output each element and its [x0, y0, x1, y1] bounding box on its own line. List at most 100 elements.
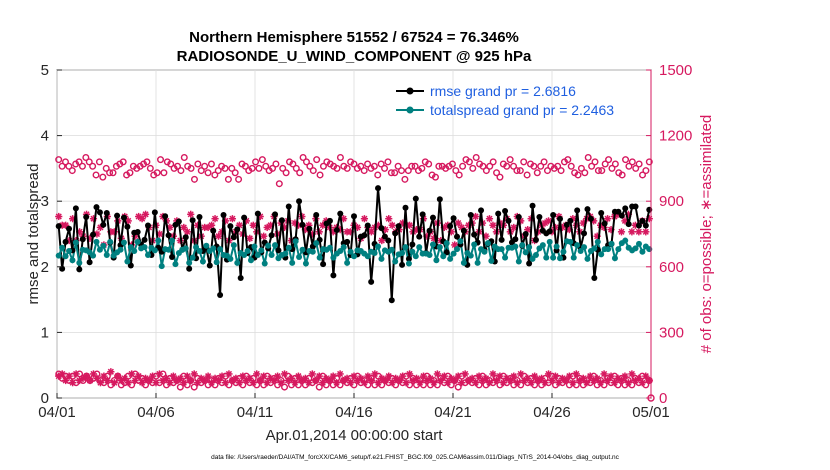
assimilated-count-marker	[489, 370, 497, 378]
possible-count-marker	[61, 158, 69, 166]
assimilated-count-marker	[187, 210, 195, 218]
possible-count-marker	[479, 162, 487, 170]
rmse-point	[237, 274, 244, 281]
assimilated-count-marker	[204, 372, 212, 380]
rmse-point	[364, 222, 371, 229]
legend-rmse-text: rmse grand pr = 2.6816	[430, 83, 576, 99]
possible-count-marker	[190, 175, 198, 183]
rmse-point	[134, 229, 141, 236]
y2-tick-label: 600	[659, 259, 684, 276]
assimilated-count-marker	[211, 215, 219, 223]
assimilated-count-marker	[367, 376, 375, 385]
possible-count-marker	[394, 162, 402, 170]
rmse-point	[567, 217, 574, 224]
possible-count-marker	[377, 160, 385, 168]
possible-count-marker	[493, 169, 501, 177]
y-tick-label: 5	[41, 62, 49, 79]
rmse-point	[450, 215, 457, 222]
possible-count-marker	[204, 169, 212, 177]
assimilated-count-marker	[117, 376, 125, 385]
possible-count-marker	[472, 153, 480, 161]
totalspread-point	[254, 251, 261, 258]
possible-count-marker	[255, 164, 263, 172]
possible-count-marker	[591, 158, 599, 166]
totalspread-point	[429, 241, 436, 248]
x-tick-label: 04/11	[237, 404, 273, 421]
assimilated-count-marker	[329, 372, 337, 380]
totalspread-point	[213, 259, 220, 266]
totalspread-point	[241, 251, 248, 258]
possible-count-marker	[391, 169, 399, 177]
assimilated-count-marker	[510, 372, 518, 380]
totalspread-point	[584, 255, 591, 262]
possible-count-marker	[282, 169, 290, 177]
possible-count-marker	[75, 158, 83, 166]
assimilated-count-marker	[645, 376, 653, 385]
possible-count-marker	[635, 160, 643, 168]
assimilated-count-marker	[260, 232, 268, 240]
possible-count-marker	[167, 160, 175, 168]
possible-count-marker	[639, 171, 647, 179]
x-axis: 04/01 04/06 04/11 04/16 04/21 04/26 05/01	[38, 393, 670, 421]
assimilated-count-marker	[600, 370, 608, 378]
rmse-point	[392, 230, 399, 237]
totalspread-point	[471, 241, 478, 248]
totalspread-point	[155, 237, 162, 244]
totalspread-point	[474, 259, 481, 266]
rmse-point	[326, 217, 333, 224]
assimilated-count-marker	[416, 379, 424, 387]
totalspread-point	[560, 248, 567, 255]
totalspread-point	[244, 248, 251, 255]
possible-count-marker	[387, 169, 395, 177]
totalspread-point	[378, 255, 385, 262]
possible-count-marker	[157, 156, 165, 164]
possible-count-marker	[601, 160, 609, 168]
legend-rmse-marker	[406, 87, 414, 95]
totalspread-point	[502, 254, 509, 261]
rmse-point	[416, 233, 423, 240]
x-tick-label: 04/21	[434, 404, 472, 421]
possible-count-marker	[622, 156, 630, 164]
rmse-point	[402, 204, 409, 211]
totalspread-point	[186, 259, 193, 266]
possible-count-marker	[567, 162, 575, 170]
possible-count-marker	[370, 162, 378, 170]
assimilated-count-marker	[433, 370, 441, 378]
possible-count-marker	[537, 162, 545, 170]
totalspread-point	[172, 261, 179, 268]
rmse-point	[55, 223, 62, 230]
totalspread-point	[337, 248, 344, 255]
totalspread-point	[340, 244, 347, 251]
totalspread-point	[127, 244, 134, 251]
totalspread-point	[526, 244, 533, 251]
totalspread-point	[484, 240, 491, 247]
rmse-point	[635, 222, 642, 229]
rmse-point	[429, 214, 436, 221]
totalspread-point	[292, 238, 299, 245]
rmse-point	[330, 272, 337, 279]
rmse-point	[385, 237, 392, 244]
rmse-point	[460, 227, 467, 234]
rmse-point	[526, 260, 533, 267]
possible-count-marker	[357, 162, 365, 170]
rmse-point	[515, 213, 522, 220]
possible-count-marker	[513, 167, 521, 175]
rmse-point	[426, 227, 433, 234]
rmse-point	[642, 222, 649, 229]
totalspread-point	[199, 258, 206, 265]
rmse-point	[529, 202, 536, 209]
plot-area	[55, 69, 655, 402]
rmse-point	[639, 217, 646, 224]
totalspread-point	[326, 244, 333, 251]
totalspread-point	[158, 263, 165, 270]
rmse-point	[399, 261, 406, 268]
possible-count-marker	[584, 153, 592, 161]
totalspread-point	[375, 243, 382, 250]
rmse-point	[306, 225, 313, 232]
possible-count-marker	[92, 171, 100, 179]
totalspread-point	[488, 257, 495, 264]
y-axis-left: 0 1 2 3 4 5	[41, 62, 62, 407]
rmse-point	[151, 209, 158, 216]
y-tick-label: 0	[41, 390, 49, 407]
totalspread-point	[55, 252, 62, 259]
